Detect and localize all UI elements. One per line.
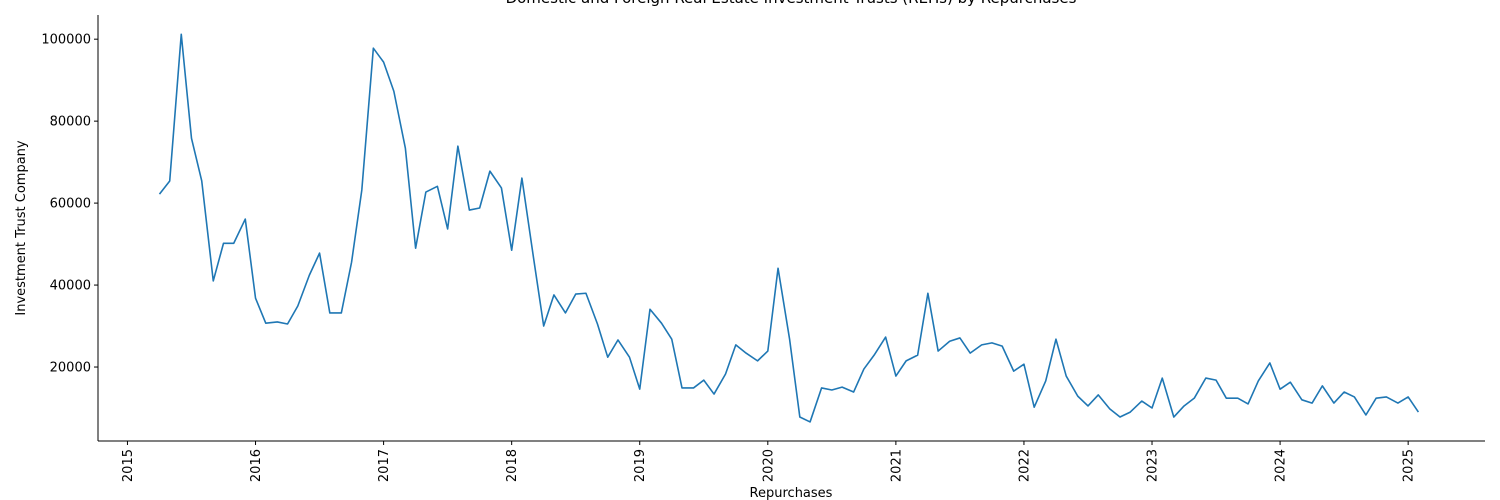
x-tick-label: 2023: [1146, 449, 1161, 482]
x-tick-label: 2025: [1402, 449, 1417, 482]
x-tick-label: 2015: [121, 449, 136, 482]
y-tick-label: 80000: [50, 115, 91, 130]
x-tick-label: 2021: [889, 449, 904, 482]
y-tick-label: 100000: [41, 33, 91, 48]
x-tick-label: 2017: [377, 449, 392, 482]
x-axis-label: Repurchases: [750, 486, 833, 500]
chart-title: Domestic and Foreign Real Estate Investm…: [506, 0, 1077, 7]
x-tick-label: 2020: [761, 449, 776, 482]
y-axis-label: Investment Trust Company: [14, 140, 29, 316]
y-tick-label: 60000: [50, 197, 91, 212]
y-tick-label: 20000: [50, 361, 91, 376]
data-line: [158, 33, 1420, 423]
y-tick-label: 40000: [50, 279, 91, 294]
x-tick-label: 2016: [249, 449, 264, 482]
x-tick-label: 2024: [1274, 449, 1289, 482]
x-tick-label: 2022: [1017, 449, 1032, 482]
x-tick-label: 2019: [633, 449, 648, 482]
x-tick-label: 2018: [505, 449, 520, 482]
